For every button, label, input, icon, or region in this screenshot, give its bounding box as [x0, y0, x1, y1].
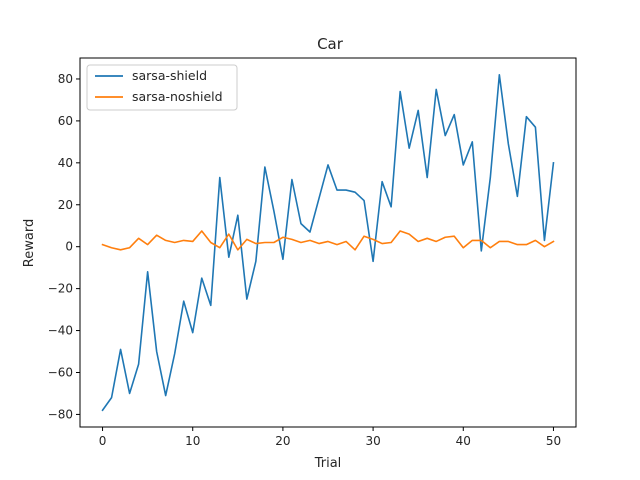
x-tick-label-50: 50 — [546, 434, 561, 448]
y-tick-label--40: −40 — [48, 324, 73, 338]
y-tick-label--20: −20 — [48, 282, 73, 296]
x-axis-label: Trial — [314, 456, 342, 471]
y-axis-label: Reward — [22, 219, 37, 267]
x-tick-label-40: 40 — [456, 434, 471, 448]
y-tick-label-0: 0 — [65, 240, 73, 254]
y-tick-label-40: 40 — [58, 156, 73, 170]
series-line-sarsa-shield — [101, 73, 555, 412]
y-tick-label-20: 20 — [58, 198, 73, 212]
x-axis: 0 10 20 30 40 50 — [99, 427, 561, 448]
y-tick-label--80: −80 — [48, 407, 73, 421]
y-axis: −80 −60 −40 −20 0 20 40 60 80 — [48, 72, 80, 421]
x-tick-label-10: 10 — [185, 434, 200, 448]
series-line-sarsa-noshield — [101, 230, 555, 251]
y-tick-label--60: −60 — [48, 365, 73, 379]
chart-title: Car — [317, 35, 344, 53]
axes-frame — [79, 57, 577, 428]
legend: sarsa-shield sarsa-noshield — [86, 64, 238, 111]
x-tick-label-20: 20 — [275, 434, 290, 448]
legend-label-sarsa-noshield: sarsa-noshield — [132, 89, 223, 104]
legend-box — [86, 64, 238, 111]
series-layer — [101, 73, 555, 412]
y-tick-label-60: 60 — [58, 114, 73, 128]
y-tick-label-80: 80 — [58, 72, 73, 86]
legend-label-sarsa-shield: sarsa-shield — [132, 68, 207, 83]
x-tick-label-30: 30 — [365, 434, 380, 448]
x-tick-label-0: 0 — [99, 434, 107, 448]
